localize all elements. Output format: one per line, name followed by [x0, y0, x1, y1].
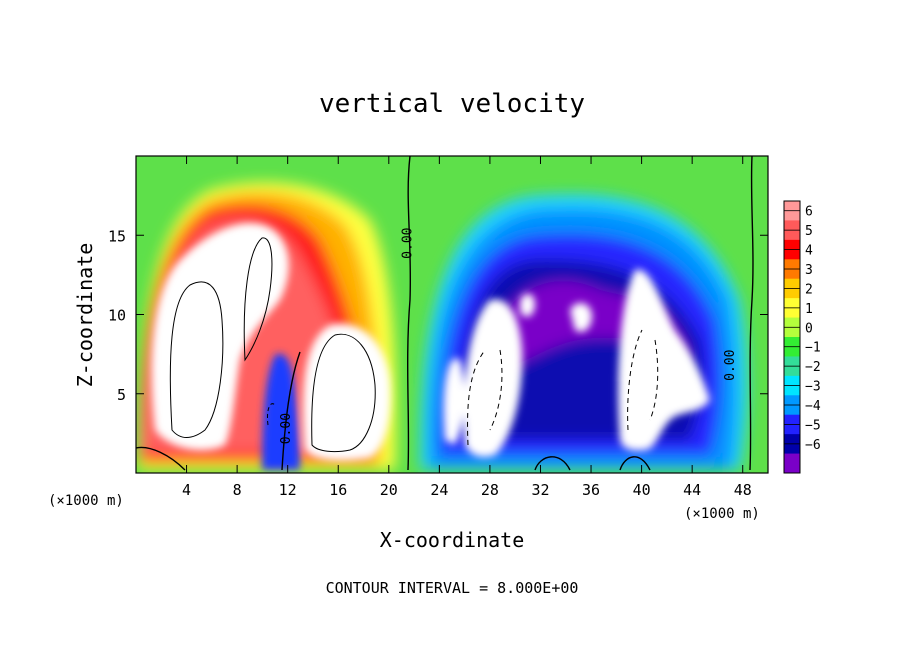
- contour-label: 0.00: [279, 413, 294, 444]
- colorbar-tick-label: −1: [805, 341, 821, 356]
- x-tick-label: 20: [380, 481, 398, 499]
- x-tick-label: 24: [430, 481, 448, 499]
- x-unit-left: (×1000 m): [48, 493, 124, 509]
- x-axis-label: X-coordinate: [380, 528, 525, 552]
- y-tick-label: 10: [108, 307, 126, 325]
- colorbar-tick-label: 6: [805, 205, 813, 220]
- colorbar: 6 5 4 3 2 1 0 −1 −2 −3 −4 −5 −6: [783, 200, 821, 474]
- chart-title: vertical velocity: [319, 89, 585, 119]
- contour-interval-note: CONTOUR INTERVAL = 8.000E+00: [326, 579, 579, 597]
- x-axis-ticks: 4 8 12 16 20 24 28 32 36 40 44 48: [182, 156, 752, 499]
- x-unit-right: (×1000 m): [684, 506, 760, 522]
- x-tick-label: 4: [182, 481, 191, 499]
- colorbar-tick-label: 5: [805, 224, 813, 239]
- colorbar-tick-label: 2: [805, 282, 813, 297]
- y-tick-label: 5: [117, 386, 126, 404]
- y-axis-label: Z-coordinate: [73, 243, 97, 388]
- x-tick-label: 48: [734, 481, 752, 499]
- x-tick-label: 28: [481, 481, 499, 499]
- colorbar-tick-label: 4: [805, 244, 813, 259]
- colorbar-tick-label: −5: [805, 418, 821, 433]
- x-tick-label: 8: [233, 481, 242, 499]
- x-tick-label: 12: [279, 481, 297, 499]
- colorbar-tick-label: 0: [805, 321, 813, 336]
- contour-label: 0.00: [723, 350, 738, 381]
- x-tick-label: 16: [329, 481, 347, 499]
- colorbar-tick-label: −4: [805, 399, 821, 414]
- y-tick-label: 15: [108, 227, 126, 245]
- colorbar-tick-label: 3: [805, 263, 813, 278]
- colorbar-tick-label: −6: [805, 438, 821, 453]
- colorbar-frame: [783, 200, 801, 474]
- contour-lines: [136, 156, 754, 471]
- x-tick-label: 40: [633, 481, 651, 499]
- colorbar-swatch: [784, 453, 800, 474]
- contour-label: 0.00: [401, 228, 416, 259]
- y-axis-ticks: 5 10 15: [108, 227, 768, 404]
- x-tick-label: 32: [531, 481, 549, 499]
- colorbar-tick-label: 1: [805, 302, 813, 317]
- colorbar-tick-label: −3: [805, 380, 821, 395]
- colorbar-tick-label: −2: [805, 360, 821, 375]
- heatmap-field: 0.00 0.00 0.00: [136, 156, 768, 473]
- x-tick-label: 44: [683, 481, 701, 499]
- x-tick-label: 36: [582, 481, 600, 499]
